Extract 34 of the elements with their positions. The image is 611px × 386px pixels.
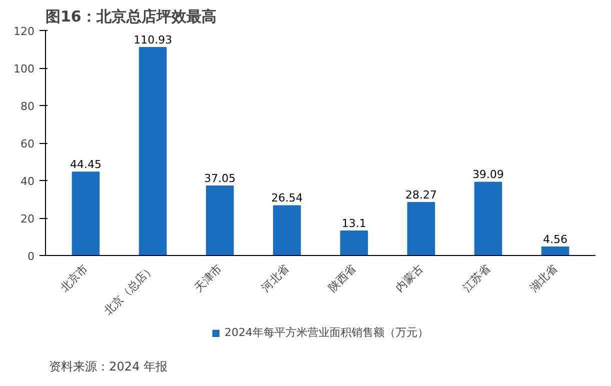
y-tick-label: 40 xyxy=(20,175,35,188)
y-tick-label: 100 xyxy=(14,62,35,76)
y-tick-label: 60 xyxy=(20,138,35,150)
x-tick-label: 内蒙古 xyxy=(393,262,426,294)
x-tick-label: 北京市 xyxy=(58,262,90,294)
bar xyxy=(206,186,234,256)
data-label: 4.56 xyxy=(543,232,568,246)
x-tick-label: 河北省 xyxy=(259,262,292,294)
chart-title: 图16：北京总店坪效最高 xyxy=(46,8,216,26)
text: 资料来源：2024 年报 xyxy=(49,360,168,374)
data-label: 13.1 xyxy=(342,216,366,230)
x-tick-label: 湖北省 xyxy=(527,262,560,294)
x-tick-label: 陕西省 xyxy=(326,262,359,294)
y-tick-label: 80 xyxy=(20,100,35,113)
x-tick-label: 天津市 xyxy=(192,262,224,294)
data-label: 37.05 xyxy=(204,172,236,186)
bar xyxy=(340,230,368,256)
data-label: 110.93 xyxy=(134,34,172,47)
bar xyxy=(138,47,167,256)
x-tick-label: 北京（总店） xyxy=(102,262,158,318)
bar xyxy=(541,246,570,256)
data-label: 28.27 xyxy=(405,188,437,202)
bar xyxy=(72,172,100,256)
data-label: 39.09 xyxy=(472,168,504,182)
y-tick-label: 120 xyxy=(14,25,35,38)
data-label: 44.45 xyxy=(70,158,102,172)
x-tick-label: 江苏省 xyxy=(460,262,493,294)
bar xyxy=(407,202,436,256)
bar xyxy=(474,182,502,256)
data-label: 26.54 xyxy=(271,192,303,205)
legend-label: 2024年每平方米营业面积销售额（万元） xyxy=(224,325,428,340)
y-tick-label: 0 xyxy=(28,250,34,263)
bar xyxy=(273,205,301,256)
y-tick-label: 20 xyxy=(20,212,35,226)
